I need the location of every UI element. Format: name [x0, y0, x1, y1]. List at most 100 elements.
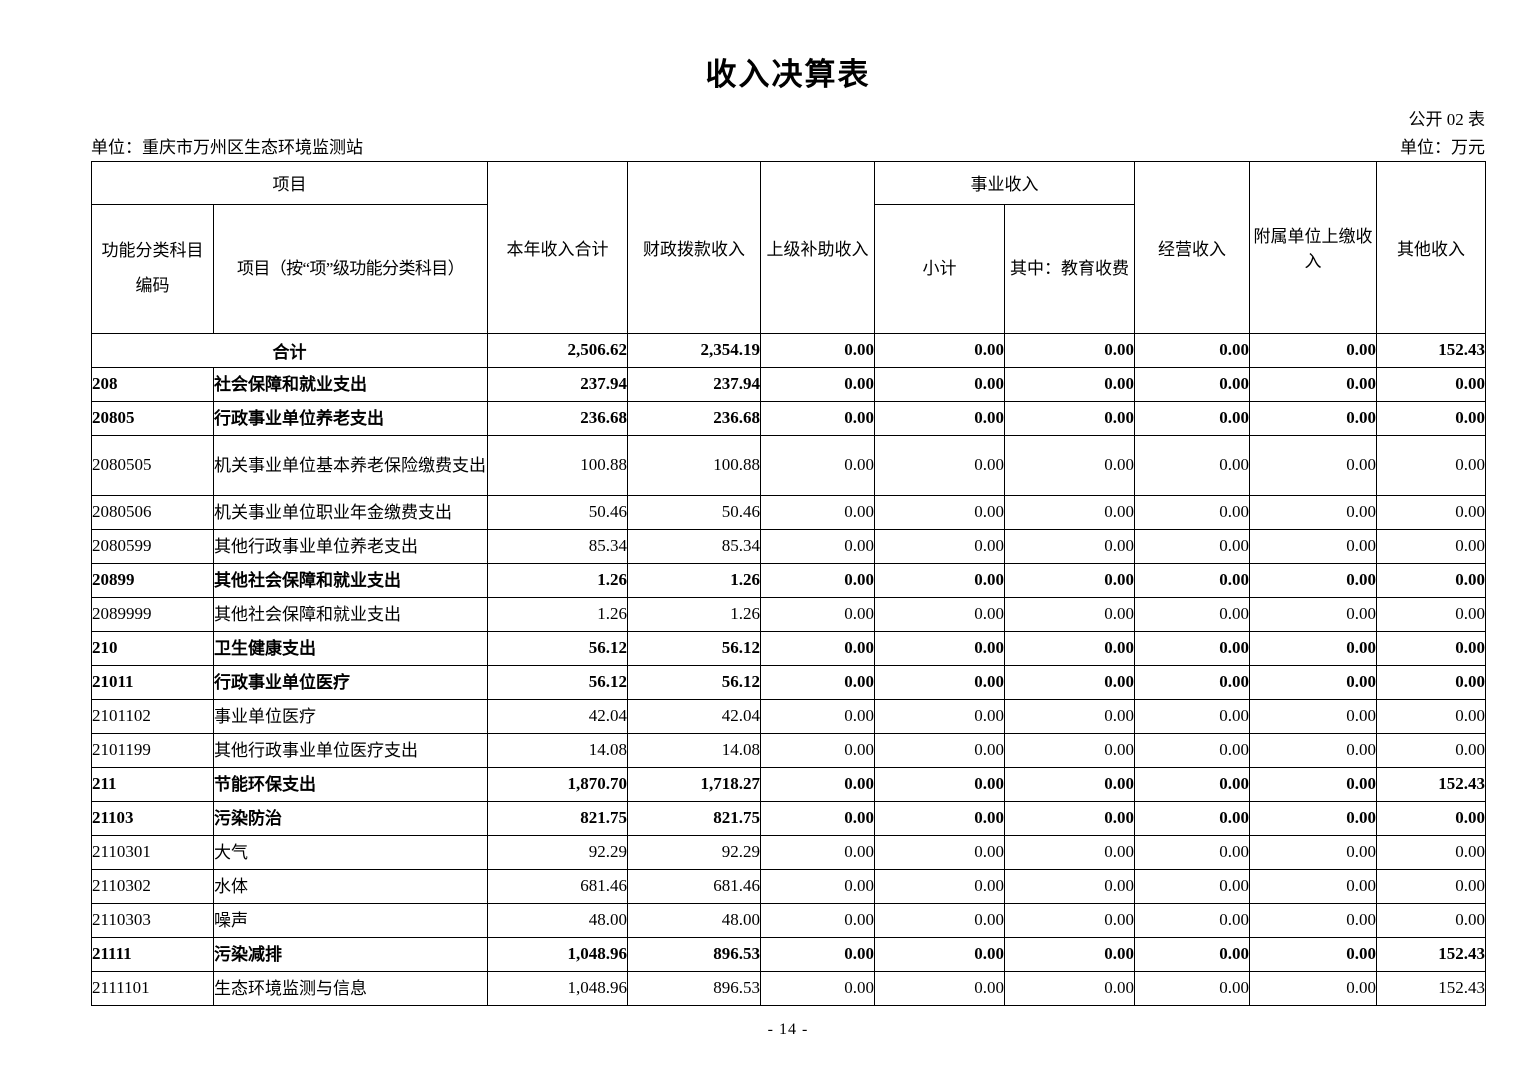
row-project-name: 水体: [213, 868, 488, 904]
row-value: 0.00: [874, 732, 1005, 768]
row-value: 0.00: [1134, 902, 1250, 938]
row-value: 0.00: [874, 494, 1005, 530]
row-value: 0.00: [760, 562, 875, 598]
row-value: 0.00: [874, 400, 1005, 436]
row-value: 0.00: [874, 332, 1005, 368]
table-header: 项目 本年收入合计 财政拨款收入 上级补助收入 事业收入 经营收入 附属单位上缴…: [91, 160, 1486, 334]
table-row: 2080506 机关事业单位职业年金缴费支出 50.46 50.46 0.00 0.00 0…: [91, 494, 1486, 530]
row-value: 0.00: [1249, 834, 1377, 870]
row-value: 1.26: [487, 562, 628, 598]
row-value: 0.00: [760, 332, 875, 368]
row-value: 92.29: [487, 834, 628, 870]
row-value: 0.00: [1004, 562, 1135, 598]
row-project-name: 卫生健康支出: [213, 630, 488, 666]
row-value: 50.46: [487, 494, 628, 530]
row-value: 1,870.70: [487, 766, 628, 802]
form-code-label: 公开 02 表: [1408, 110, 1486, 130]
header-superior-subsidy: 上级补助收入: [760, 160, 875, 334]
table-row: 2101102 事业单位医疗 42.04 42.04 0.00 0.00 0.00 0.00 0…: [91, 698, 1486, 734]
row-value: 100.88: [487, 434, 628, 496]
table-row: 210 卫生健康支出 56.12 56.12 0.00 0.00 0.00 0.00 0.00 0…: [91, 630, 1486, 666]
row-value: 0.00: [760, 630, 875, 666]
row-value: 0.00: [1249, 400, 1377, 436]
row-value: 56.12: [487, 630, 628, 666]
row-value: 48.00: [487, 902, 628, 938]
page-title: 收入决算表: [705, 57, 871, 92]
row-value: 1,718.27: [627, 766, 761, 802]
row-value: 0.00: [760, 732, 875, 768]
row-value: 0.00: [760, 664, 875, 700]
row-value: 0.00: [1249, 800, 1377, 836]
row-value: 0.00: [760, 698, 875, 734]
row-value: 0.00: [1376, 834, 1486, 870]
unit-info-line: 单位：重庆市万州区生态环境监测站 单位：万元: [91, 138, 1485, 158]
header-operating-income: 经营收入: [1134, 160, 1250, 334]
row-value: 0.00: [1376, 400, 1486, 436]
table-row: 2089999 其他社会保障和就业支出 1.26 1.26 0.00 0.00 0.00 0.…: [91, 596, 1486, 632]
row-value: 152.43: [1376, 766, 1486, 802]
row-value: 0.00: [874, 936, 1005, 972]
row-function-code: 2111101: [91, 970, 214, 1006]
row-value: 236.68: [487, 400, 628, 436]
header-project-group: 项目: [91, 160, 488, 205]
row-value: 0.00: [760, 902, 875, 938]
row-value: 0.00: [1134, 332, 1250, 368]
row-project-name: 机关事业单位基本养老保险缴费支出: [213, 434, 488, 496]
row-project-name: 其他社会保障和就业支出: [213, 562, 488, 598]
row-value: 0.00: [1004, 596, 1135, 632]
row-value: 0.00: [874, 366, 1005, 402]
row-value: 56.12: [627, 664, 761, 700]
unit-name-label: 单位：重庆市万州区生态环境监测站: [91, 137, 363, 157]
row-value: 0.00: [1004, 664, 1135, 700]
row-function-code: 21111: [91, 936, 214, 972]
row-value: 0.00: [760, 366, 875, 402]
row-value: 56.12: [487, 664, 628, 700]
row-value: 0.00: [874, 596, 1005, 632]
row-value: 0.00: [874, 630, 1005, 666]
row-value: 0.00: [1134, 494, 1250, 530]
row-value: 0.00: [874, 664, 1005, 700]
row-project-name: 节能环保支出: [213, 766, 488, 802]
row-project-name: 生态环境监测与信息: [213, 970, 488, 1006]
row-value: 0.00: [1249, 902, 1377, 938]
row-value: 0.00: [760, 970, 875, 1006]
row-value: 896.53: [627, 936, 761, 972]
row-value: 0.00: [1004, 834, 1135, 870]
row-value: 0.00: [1249, 698, 1377, 734]
row-value: 0.00: [874, 868, 1005, 904]
row-value: 0.00: [1134, 596, 1250, 632]
row-value: 0.00: [760, 936, 875, 972]
row-value: 0.00: [1134, 562, 1250, 598]
row-value: 0.00: [1249, 936, 1377, 972]
row-value: 0.00: [760, 834, 875, 870]
row-project-name: 其他社会保障和就业支出: [213, 596, 488, 632]
row-project-name: 大气: [213, 834, 488, 870]
row-value: 0.00: [1134, 800, 1250, 836]
row-project-name: 其他行政事业单位养老支出: [213, 528, 488, 564]
row-value: 0.00: [1004, 800, 1135, 836]
row-function-code: 2089999: [91, 596, 214, 632]
row-value: 0.00: [1134, 698, 1250, 734]
row-value: 821.75: [487, 800, 628, 836]
row-value: 0.00: [874, 800, 1005, 836]
row-value: 0.00: [760, 400, 875, 436]
row-function-code: 211: [91, 766, 214, 802]
row-value: 896.53: [627, 970, 761, 1006]
header-total-income: 本年收入合计: [487, 160, 628, 334]
row-value: 1,048.96: [487, 970, 628, 1006]
row-value: 0.00: [874, 562, 1005, 598]
row-value: 0.00: [1004, 766, 1135, 802]
row-value: 0.00: [1004, 970, 1135, 1006]
row-value: 0.00: [1376, 366, 1486, 402]
table-row: 21103 污染防治 821.75 821.75 0.00 0.00 0.00 0.00 0.0…: [91, 800, 1486, 836]
row-value: 681.46: [487, 868, 628, 904]
header-business-subtotal: 小计: [874, 203, 1005, 334]
row-value: 0.00: [1134, 868, 1250, 904]
row-value: 85.34: [487, 528, 628, 564]
row-value: 0.00: [1249, 732, 1377, 768]
unit-currency-label: 单位：万元: [1400, 137, 1485, 157]
row-value: 0.00: [1249, 366, 1377, 402]
row-value: 0.00: [1249, 494, 1377, 530]
row-value: 0.00: [1134, 366, 1250, 402]
